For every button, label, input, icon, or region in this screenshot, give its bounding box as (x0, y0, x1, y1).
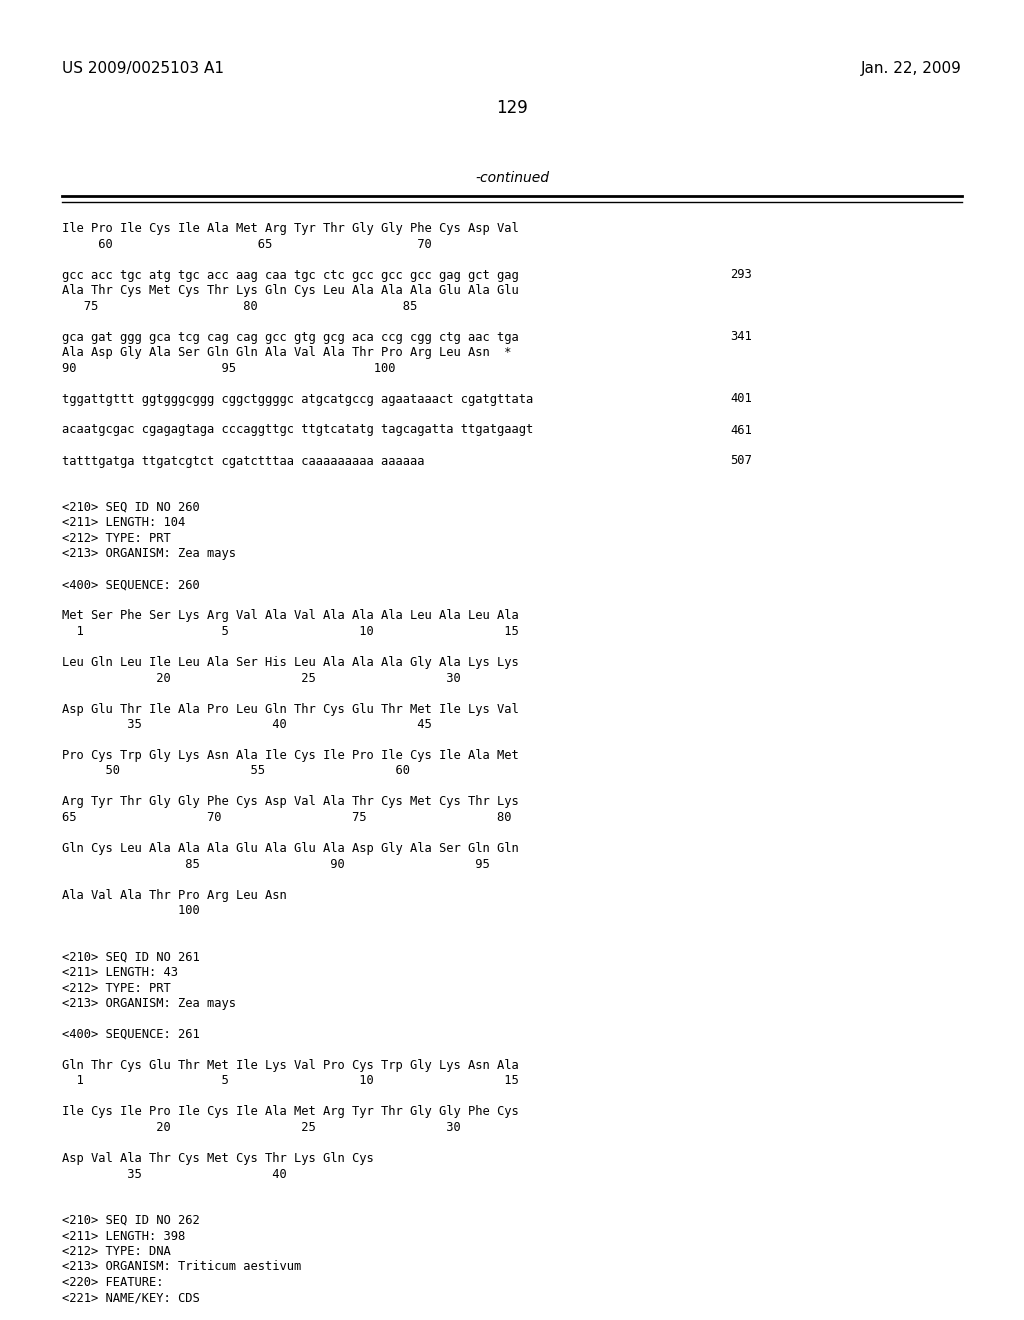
Text: <400> SEQUENCE: 260: <400> SEQUENCE: 260 (62, 578, 200, 591)
Text: 20                  25                  30: 20 25 30 (62, 672, 461, 685)
Text: 35                  40                  45: 35 40 45 (62, 718, 432, 731)
Text: <213> ORGANISM: Triticum aestivum: <213> ORGANISM: Triticum aestivum (62, 1261, 301, 1274)
Text: Asp Val Ala Thr Cys Met Cys Thr Lys Gln Cys: Asp Val Ala Thr Cys Met Cys Thr Lys Gln … (62, 1152, 374, 1166)
Text: <400> SEQUENCE: 261: <400> SEQUENCE: 261 (62, 1028, 200, 1041)
Text: acaatgcgac cgagagtaga cccaggttgc ttgtcatatg tagcagatta ttgatgaagt: acaatgcgac cgagagtaga cccaggttgc ttgtcat… (62, 424, 534, 437)
Text: tatttgatga ttgatcgtct cgatctttaa caaaaaaaaa aaaaaa: tatttgatga ttgatcgtct cgatctttaa caaaaaa… (62, 454, 425, 467)
Text: 293: 293 (730, 268, 752, 281)
Text: Asp Glu Thr Ile Ala Pro Leu Gln Thr Cys Glu Thr Met Ile Lys Val: Asp Glu Thr Ile Ala Pro Leu Gln Thr Cys … (62, 702, 519, 715)
Text: gca gat ggg gca tcg cag cag gcc gtg gcg aca ccg cgg ctg aac tga: gca gat ggg gca tcg cag cag gcc gtg gcg … (62, 330, 519, 343)
Text: <210> SEQ ID NO 260: <210> SEQ ID NO 260 (62, 502, 200, 513)
Text: Ala Thr Cys Met Cys Thr Lys Gln Cys Leu Ala Ala Ala Glu Ala Glu: Ala Thr Cys Met Cys Thr Lys Gln Cys Leu … (62, 284, 519, 297)
Text: 401: 401 (730, 392, 752, 405)
Text: Ala Val Ala Thr Pro Arg Leu Asn: Ala Val Ala Thr Pro Arg Leu Asn (62, 888, 287, 902)
Text: Ala Asp Gly Ala Ser Gln Gln Ala Val Ala Thr Pro Arg Leu Asn  *: Ala Asp Gly Ala Ser Gln Gln Ala Val Ala … (62, 346, 512, 359)
Text: Arg Tyr Thr Gly Gly Phe Cys Asp Val Ala Thr Cys Met Cys Thr Lys: Arg Tyr Thr Gly Gly Phe Cys Asp Val Ala … (62, 796, 519, 808)
Text: <212> TYPE: PRT: <212> TYPE: PRT (62, 532, 171, 545)
Text: <220> FEATURE:: <220> FEATURE: (62, 1276, 164, 1290)
Text: 1                   5                  10                  15: 1 5 10 15 (62, 1074, 519, 1088)
Text: <210> SEQ ID NO 261: <210> SEQ ID NO 261 (62, 950, 200, 964)
Text: <211> LENGTH: 398: <211> LENGTH: 398 (62, 1229, 185, 1242)
Text: tggattgttt ggtgggcggg cggctggggc atgcatgccg agaataaact cgatgttata: tggattgttt ggtgggcggg cggctggggc atgcatg… (62, 392, 534, 405)
Text: <210> SEQ ID NO 262: <210> SEQ ID NO 262 (62, 1214, 200, 1228)
Text: <211> LENGTH: 43: <211> LENGTH: 43 (62, 966, 178, 979)
Text: 65                  70                  75                  80: 65 70 75 80 (62, 810, 512, 824)
Text: Pro Cys Trp Gly Lys Asn Ala Ile Cys Ile Pro Ile Cys Ile Ala Met: Pro Cys Trp Gly Lys Asn Ala Ile Cys Ile … (62, 748, 519, 762)
Text: -continued: -continued (475, 172, 549, 185)
Text: 20                  25                  30: 20 25 30 (62, 1121, 461, 1134)
Text: 461: 461 (730, 424, 752, 437)
Text: 60                    65                    70: 60 65 70 (62, 238, 432, 251)
Text: 35                  40: 35 40 (62, 1167, 287, 1180)
Text: US 2009/0025103 A1: US 2009/0025103 A1 (62, 61, 224, 75)
Text: 75                    80                    85: 75 80 85 (62, 300, 417, 313)
Text: Ile Cys Ile Pro Ile Cys Ile Ala Met Arg Tyr Thr Gly Gly Phe Cys: Ile Cys Ile Pro Ile Cys Ile Ala Met Arg … (62, 1106, 519, 1118)
Text: <211> LENGTH: 104: <211> LENGTH: 104 (62, 516, 185, 529)
Text: Gln Thr Cys Glu Thr Met Ile Lys Val Pro Cys Trp Gly Lys Asn Ala: Gln Thr Cys Glu Thr Met Ile Lys Val Pro … (62, 1059, 519, 1072)
Text: 1                   5                  10                  15: 1 5 10 15 (62, 624, 519, 638)
Text: <213> ORGANISM: Zea mays: <213> ORGANISM: Zea mays (62, 997, 236, 1010)
Text: Gln Cys Leu Ala Ala Ala Glu Ala Glu Ala Asp Gly Ala Ser Gln Gln: Gln Cys Leu Ala Ala Ala Glu Ala Glu Ala … (62, 842, 519, 855)
Text: Leu Gln Leu Ile Leu Ala Ser His Leu Ala Ala Ala Gly Ala Lys Lys: Leu Gln Leu Ile Leu Ala Ser His Leu Ala … (62, 656, 519, 669)
Text: <213> ORGANISM: Zea mays: <213> ORGANISM: Zea mays (62, 548, 236, 561)
Text: 129: 129 (496, 99, 528, 117)
Text: <212> TYPE: PRT: <212> TYPE: PRT (62, 982, 171, 994)
Text: <212> TYPE: DNA: <212> TYPE: DNA (62, 1245, 171, 1258)
Text: 85                  90                  95: 85 90 95 (62, 858, 489, 870)
Text: 507: 507 (730, 454, 752, 467)
Text: 50                  55                  60: 50 55 60 (62, 764, 410, 777)
Text: Ile Pro Ile Cys Ile Ala Met Arg Tyr Thr Gly Gly Phe Cys Asp Val: Ile Pro Ile Cys Ile Ala Met Arg Tyr Thr … (62, 222, 519, 235)
Text: 100: 100 (62, 904, 200, 917)
Text: Met Ser Phe Ser Lys Arg Val Ala Val Ala Ala Ala Leu Ala Leu Ala: Met Ser Phe Ser Lys Arg Val Ala Val Ala … (62, 610, 519, 623)
Text: <221> NAME/KEY: CDS: <221> NAME/KEY: CDS (62, 1291, 200, 1304)
Text: 90                    95                   100: 90 95 100 (62, 362, 395, 375)
Text: 341: 341 (730, 330, 752, 343)
Text: Jan. 22, 2009: Jan. 22, 2009 (861, 61, 962, 75)
Text: gcc acc tgc atg tgc acc aag caa tgc ctc gcc gcc gcc gag gct gag: gcc acc tgc atg tgc acc aag caa tgc ctc … (62, 268, 519, 281)
